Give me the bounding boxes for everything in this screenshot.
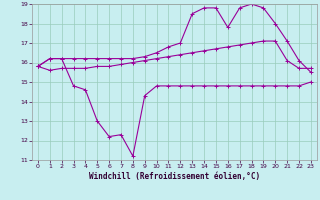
X-axis label: Windchill (Refroidissement éolien,°C): Windchill (Refroidissement éolien,°C) [89, 172, 260, 181]
